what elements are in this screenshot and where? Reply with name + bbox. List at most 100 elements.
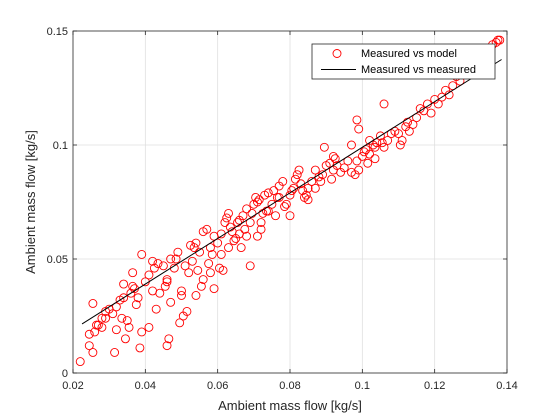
x-axis-label: Ambient mass flow [kg/s] (218, 398, 362, 413)
data-point (171, 254, 181, 264)
data-point (253, 197, 262, 207)
data-point (164, 334, 174, 344)
legend: Measured vs model Measured vs measured (311, 43, 496, 80)
data-point (144, 270, 154, 280)
data-point (354, 165, 364, 175)
data-point (180, 261, 190, 271)
data-point (117, 313, 127, 323)
data-point (158, 261, 168, 271)
data-point (144, 322, 154, 332)
data-point (379, 142, 389, 152)
data-point (397, 135, 407, 145)
data-point (375, 131, 385, 141)
data-point (120, 334, 130, 344)
data-point (177, 286, 186, 296)
x-tick-label: 0.06 (207, 380, 228, 392)
data-point (205, 268, 215, 278)
ticks: 0.02 0.04 0.06 0.08 0.1 0.12 0.14 0 0.05 0.1 0.15 (47, 26, 518, 392)
data-point (269, 186, 279, 196)
data-point (160, 281, 170, 291)
data-point (310, 183, 320, 193)
data-point (135, 343, 145, 353)
data-point (352, 115, 362, 125)
data-point (151, 304, 161, 314)
y-tick-label: 0.1 (53, 140, 68, 152)
data-point (88, 299, 98, 308)
data-point (119, 293, 129, 303)
data-point (303, 195, 313, 205)
data-point (256, 224, 266, 234)
data-point (166, 297, 176, 307)
series-layer (75, 35, 505, 367)
x-tick-label: 0.02 (62, 380, 83, 392)
data-point (162, 341, 172, 351)
data-point (220, 218, 230, 227)
data-point (196, 281, 206, 291)
data-point (124, 322, 134, 332)
y-tick-label: 0.15 (47, 26, 68, 38)
data-point (495, 35, 505, 45)
data-point (153, 259, 163, 269)
data-point (224, 243, 233, 253)
data-point (119, 279, 129, 289)
data-point (224, 208, 233, 218)
data-point (339, 163, 349, 173)
data-point (101, 313, 111, 323)
data-point (148, 256, 158, 266)
data-point (222, 213, 232, 223)
data-point (253, 231, 262, 241)
data-point (330, 154, 340, 164)
x-tick-label: 0.1 (355, 380, 370, 392)
data-point (370, 154, 380, 164)
data-point (290, 174, 300, 184)
data-point (133, 293, 143, 303)
data-point (191, 291, 201, 300)
legend-box (311, 43, 496, 80)
data-point (383, 135, 393, 145)
data-point (365, 149, 375, 159)
data-point (184, 268, 194, 278)
data-point (187, 256, 197, 266)
data-point (240, 224, 250, 234)
data-point (111, 325, 121, 335)
data-point (370, 142, 380, 152)
data-point (363, 158, 373, 168)
data-point (238, 211, 248, 221)
data-point (310, 165, 320, 175)
data-point (93, 320, 103, 330)
data-point (166, 254, 176, 264)
data-point (292, 170, 302, 180)
data-point (245, 261, 255, 271)
data-point (207, 249, 217, 259)
reference-line (81, 59, 502, 325)
data-point (110, 348, 120, 357)
data-point (155, 288, 165, 298)
data-point (328, 151, 338, 161)
data-point (234, 229, 244, 239)
data-point (256, 218, 266, 227)
data-point (84, 341, 94, 351)
data-point (426, 108, 436, 118)
data-point (97, 313, 107, 323)
data-point (75, 357, 85, 367)
data-point (347, 140, 356, 150)
x-tick-label: 0.04 (135, 380, 156, 392)
data-point (408, 120, 418, 129)
data-point (303, 183, 313, 193)
data-point (177, 291, 186, 300)
data-point (394, 129, 403, 139)
data-point (359, 147, 369, 157)
data-point (122, 316, 132, 326)
data-point (294, 165, 304, 175)
data-point (352, 156, 362, 166)
data-point (84, 329, 94, 339)
y-axis-label: Ambient mass flow [kg/s] (23, 130, 38, 274)
data-point (182, 306, 192, 316)
x-tick-label: 0.14 (496, 380, 517, 392)
data-point (287, 186, 297, 196)
data-point (216, 249, 226, 259)
data-point (131, 300, 141, 310)
data-point (209, 284, 219, 294)
data-point (229, 236, 239, 246)
